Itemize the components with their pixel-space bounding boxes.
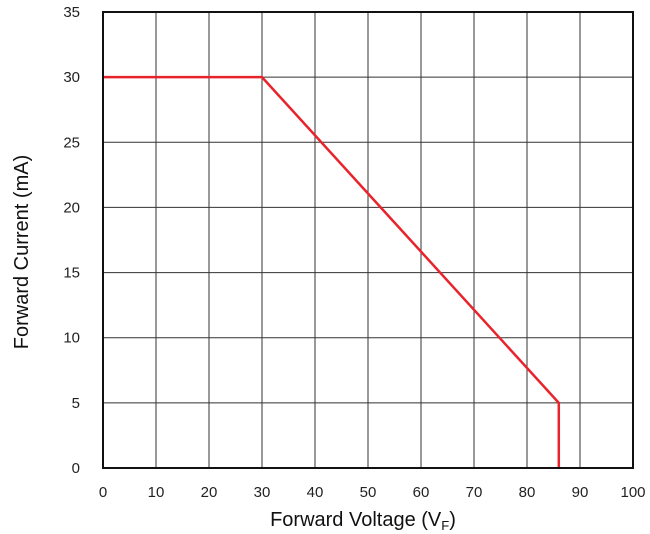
x-tick-label: 100	[620, 484, 645, 501]
y-tick-label: 0	[72, 460, 80, 477]
y-tick-label: 15	[63, 265, 80, 282]
x-axis-title-main: Forward Voltage (V	[270, 509, 442, 531]
series-line	[103, 75, 561, 468]
x-tick-label: 70	[466, 484, 483, 501]
series-layer	[103, 75, 561, 468]
x-axis-title-subscript: F	[441, 518, 449, 533]
x-tick-label: 80	[519, 484, 536, 501]
y-tick-label: 35	[63, 4, 80, 21]
x-tick-labels: 0 10 20 30 40 50 60 70 80 90 100	[99, 484, 646, 501]
y-tick-label: 25	[63, 134, 80, 151]
x-tick-label: 0	[99, 484, 107, 501]
x-tick-label: 40	[307, 484, 324, 501]
y-tick-label: 20	[63, 199, 80, 216]
x-tick-label: 10	[148, 484, 165, 501]
y-tick-label: 10	[63, 330, 80, 347]
y-axis-title: Forward Current (mA)	[11, 155, 33, 349]
x-tick-label: 90	[572, 484, 589, 501]
y-tick-labels: 0 5 10 15 20 25 30 35	[63, 4, 80, 477]
grid-lines	[103, 12, 633, 468]
x-axis-title-close: )	[449, 509, 456, 531]
plot-frame	[102, 11, 634, 469]
x-tick-label: 20	[201, 484, 218, 501]
x-tick-label: 30	[254, 484, 271, 501]
x-tick-label: 60	[413, 484, 430, 501]
y-tick-label: 30	[63, 69, 80, 86]
x-axis-title: Forward Voltage (VF)	[270, 509, 456, 533]
x-tick-label: 50	[360, 484, 377, 501]
y-tick-label: 5	[72, 395, 80, 412]
